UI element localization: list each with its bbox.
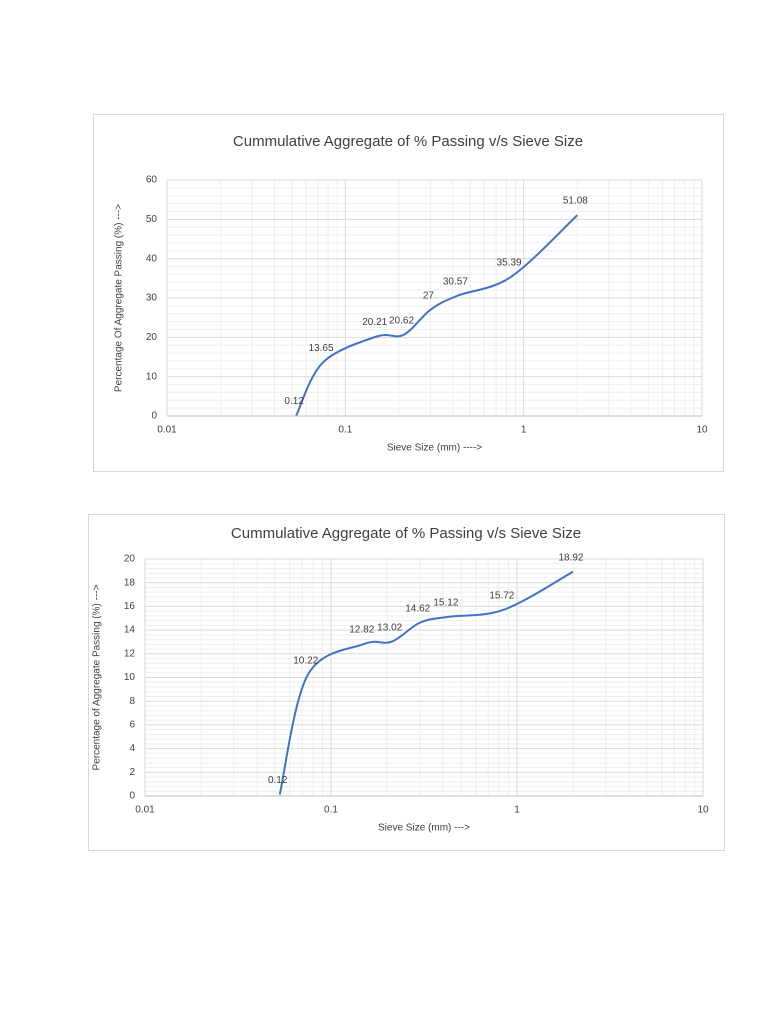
x-axis-title: Sieve Size (mm) ---> (378, 823, 470, 834)
x-tick-label: 1 (521, 425, 527, 436)
chart-frame (93, 114, 724, 472)
x-tick-label: 10 (697, 805, 709, 816)
y-tick-label: 14 (124, 625, 136, 636)
y-tick-label: 10 (124, 672, 136, 683)
y-tick-label: 18 (124, 577, 136, 588)
data-label: 13.65 (309, 343, 334, 354)
data-label: 20.21 (362, 317, 387, 328)
data-label: 13.02 (377, 622, 402, 633)
y-tick-label: 0 (151, 411, 157, 422)
x-tick-label: 10 (696, 425, 708, 436)
y-tick-label: 10 (146, 371, 158, 382)
y-tick-label: 16 (124, 601, 136, 612)
chart-title: Cummulative Aggregate of % Passing v/s S… (231, 525, 581, 542)
data-label: 35.39 (497, 257, 522, 268)
data-label: 10.22 (293, 656, 318, 667)
data-label: 20.62 (389, 316, 414, 327)
data-label: 15.72 (489, 590, 514, 601)
y-axis-title: Percentage Of Aggregate Passing (%) ---> (114, 204, 125, 392)
y-tick-label: 0 (129, 791, 135, 802)
x-tick-label: 0.1 (338, 425, 352, 436)
data-label: 18.92 (558, 552, 583, 563)
data-line (278, 570, 574, 795)
y-tick-label: 60 (146, 175, 158, 186)
x-axis-title: Sieve Size (mm) ----> (387, 443, 482, 454)
y-tick-label: 6 (129, 720, 135, 731)
y-tick-label: 50 (146, 214, 158, 225)
y-tick-label: 40 (146, 253, 158, 264)
data-label: 30.57 (443, 276, 468, 287)
data-label: 0.12 (268, 775, 288, 786)
chart-title: Cummulative Aggregate of % Passing v/s S… (233, 133, 583, 150)
y-tick-label: 30 (146, 293, 158, 304)
y-tick-label: 8 (129, 696, 135, 707)
y-axis-title: Percentage of Aggregate Passing (%) ---> (92, 584, 103, 770)
x-tick-label: 0.1 (324, 805, 338, 816)
data-label: 0.12 (284, 396, 304, 407)
y-tick-label: 12 (124, 648, 136, 659)
x-tick-label: 1 (514, 805, 520, 816)
y-tick-label: 20 (124, 554, 136, 565)
data-line (295, 214, 579, 416)
y-tick-label: 4 (129, 743, 135, 754)
y-tick-label: 2 (129, 767, 135, 778)
x-tick-label: 0.01 (157, 425, 177, 436)
data-label: 27 (423, 290, 435, 301)
data-label: 12.82 (349, 625, 374, 636)
data-label: 15.12 (433, 597, 458, 608)
data-label: 51.08 (563, 196, 588, 207)
x-tick-label: 0.01 (135, 805, 155, 816)
y-tick-label: 20 (146, 332, 158, 343)
data-label: 14.62 (405, 603, 430, 614)
